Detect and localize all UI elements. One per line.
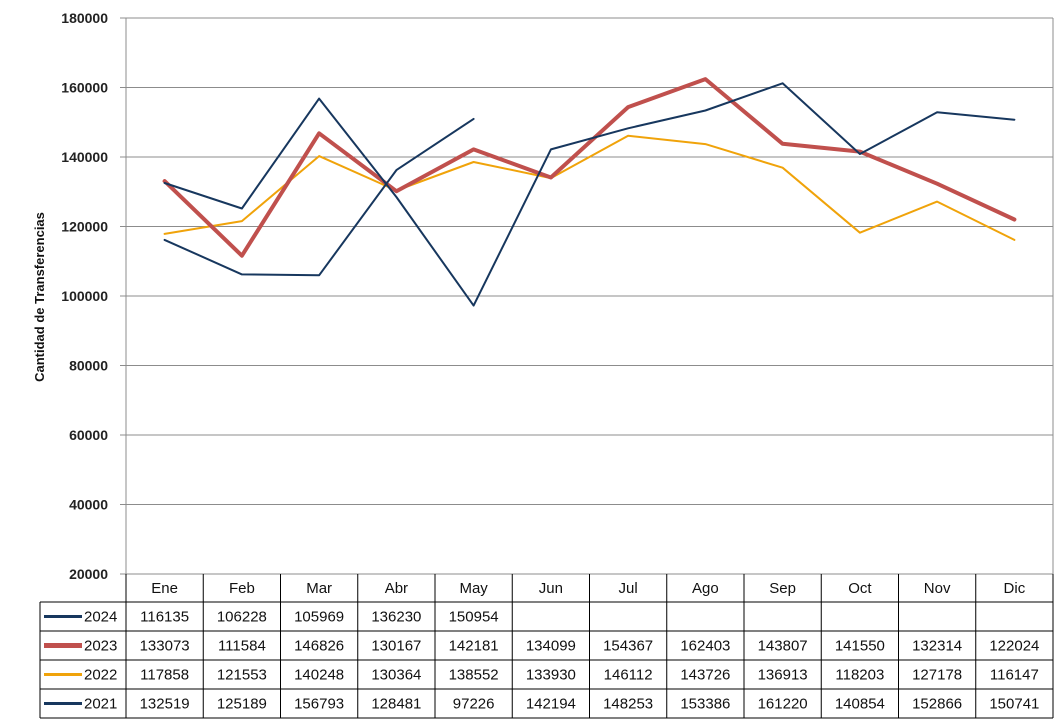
x-tick-label: Nov bbox=[924, 580, 951, 597]
data-label: 156793 bbox=[294, 696, 344, 713]
legend-label: 2022 bbox=[84, 667, 117, 684]
data-label: 154367 bbox=[603, 638, 653, 655]
data-label: 136230 bbox=[371, 609, 421, 626]
data-label: 143807 bbox=[758, 638, 808, 655]
data-label: 133930 bbox=[526, 667, 576, 684]
x-tick-label: Dic bbox=[1004, 580, 1026, 597]
data-label: 116135 bbox=[140, 609, 189, 626]
data-label: 134099 bbox=[526, 638, 576, 655]
data-label: 136913 bbox=[758, 667, 808, 684]
y-axis-label: Cantidad de Transferencias bbox=[32, 212, 47, 382]
series-line-2022 bbox=[163, 134, 1016, 241]
data-label: 132519 bbox=[140, 696, 190, 713]
legend-label: 2023 bbox=[84, 638, 117, 655]
x-tick-label: Feb bbox=[229, 580, 255, 597]
data-label: 118203 bbox=[835, 667, 884, 684]
data-label: 142181 bbox=[449, 638, 499, 655]
series-line-2021 bbox=[163, 82, 1016, 307]
x-tick-label: Jul bbox=[619, 580, 638, 597]
data-label: 133073 bbox=[140, 638, 190, 655]
x-tick-label: Ene bbox=[151, 580, 178, 597]
series-line-2023 bbox=[162, 77, 1017, 258]
x-tick-label: Abr bbox=[385, 580, 408, 597]
y-tick-label: 80000 bbox=[69, 358, 108, 374]
data-label: 122024 bbox=[989, 638, 1039, 655]
data-label: 146112 bbox=[604, 667, 653, 684]
data-label: 138552 bbox=[449, 667, 499, 684]
data-label: 130364 bbox=[371, 667, 421, 684]
x-tick-label: Mar bbox=[306, 580, 332, 597]
data-label: 143726 bbox=[680, 667, 730, 684]
data-label: 146826 bbox=[294, 638, 344, 655]
data-label: 97226 bbox=[453, 696, 495, 713]
data-label: 142194 bbox=[526, 696, 576, 713]
data-label: 150741 bbox=[989, 696, 1039, 713]
y-tick-label: 100000 bbox=[61, 288, 108, 304]
data-label: 106228 bbox=[217, 609, 267, 626]
data-label: 117858 bbox=[140, 667, 189, 684]
y-tick-label: 180000 bbox=[61, 10, 108, 26]
data-label: 130167 bbox=[371, 638, 421, 655]
data-label: 125189 bbox=[217, 696, 267, 713]
data-label: 140854 bbox=[835, 696, 885, 713]
y-tick-label: 160000 bbox=[61, 80, 108, 96]
y-tick-label: 20000 bbox=[69, 566, 108, 582]
x-tick-label: Oct bbox=[848, 580, 872, 597]
data-label: 132314 bbox=[912, 638, 962, 655]
data-label: 153386 bbox=[680, 696, 730, 713]
y-tick-label: 120000 bbox=[61, 219, 108, 235]
data-label: 127178 bbox=[912, 667, 962, 684]
data-label: 141550 bbox=[835, 638, 885, 655]
series-line-2024 bbox=[163, 117, 475, 277]
y-tick-label: 140000 bbox=[61, 149, 108, 165]
x-tick-label: Ago bbox=[692, 580, 719, 597]
gridlines bbox=[120, 17, 1054, 575]
data-table: Ene Feb Mar Abr May Jun Jul Ago Sep Oct Nov Dic 2024… bbox=[39, 574, 1054, 719]
data-label: 140248 bbox=[294, 667, 344, 684]
data-label: 148253 bbox=[603, 696, 653, 713]
data-label: 152866 bbox=[912, 696, 962, 713]
y-axis-tick-labels: 20000 40000 60000 80000 100000 120000 140000 16… bbox=[61, 10, 108, 582]
x-tick-label: Jun bbox=[539, 580, 563, 597]
x-tick-label: Sep bbox=[769, 580, 796, 597]
data-label: 150954 bbox=[449, 609, 499, 626]
y-tick-label: 40000 bbox=[69, 497, 108, 513]
data-label: 161220 bbox=[758, 696, 808, 713]
data-label: 105969 bbox=[294, 609, 344, 626]
legend-label: 2024 bbox=[84, 609, 117, 626]
legend-label: 2021 bbox=[84, 696, 117, 713]
y-tick-label: 60000 bbox=[69, 427, 108, 443]
x-tick-label: May bbox=[459, 580, 488, 597]
data-label: 111584 bbox=[218, 638, 266, 655]
data-label: 128481 bbox=[371, 696, 421, 713]
data-label: 162403 bbox=[680, 638, 730, 655]
data-label: 121553 bbox=[217, 667, 267, 684]
data-label: 116147 bbox=[990, 667, 1039, 684]
series-lines bbox=[162, 77, 1017, 307]
